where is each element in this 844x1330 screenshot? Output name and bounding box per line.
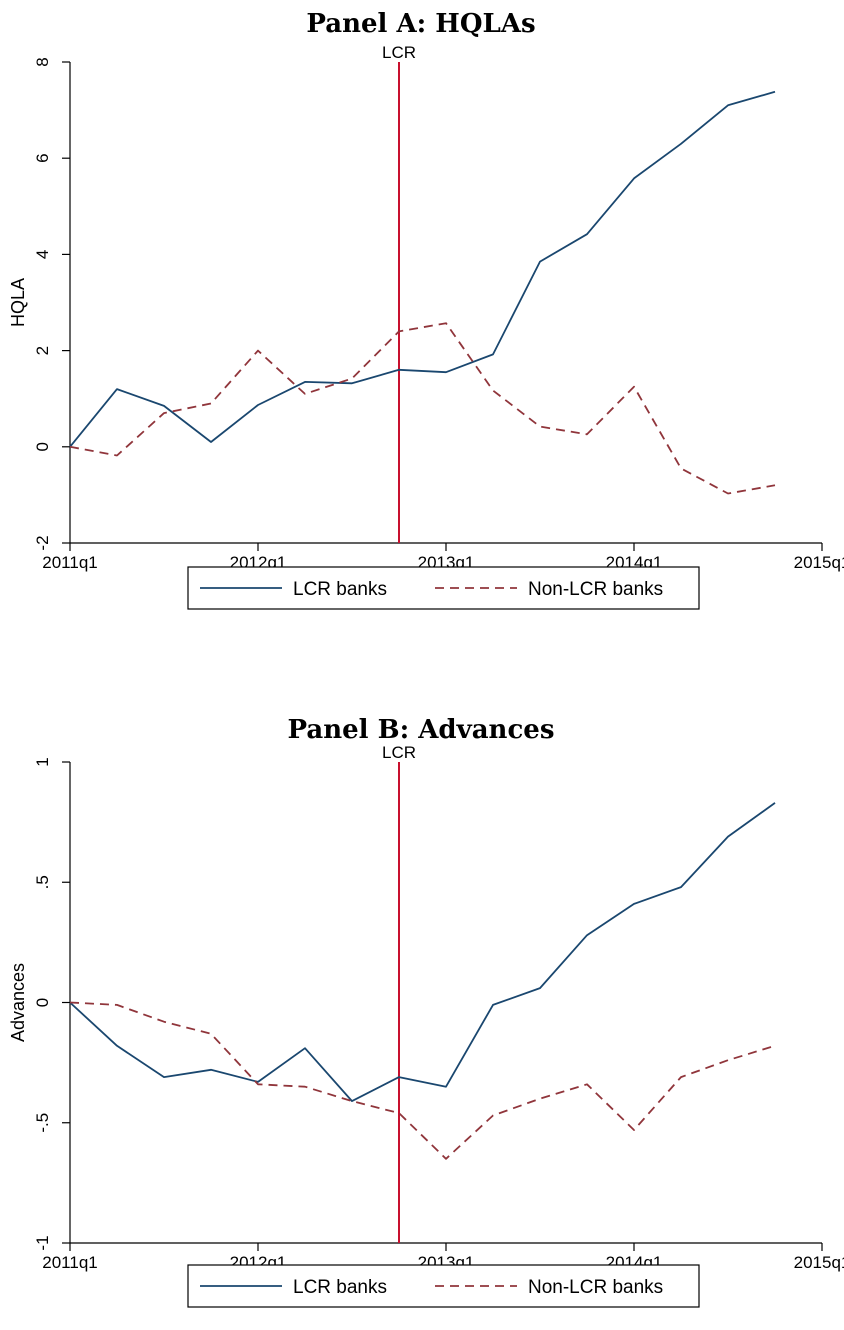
y-tick-label: 6	[33, 153, 52, 162]
legend-label-lcr-banks: LCR banks	[293, 579, 387, 600]
chart-title: Panel A: HQLAs	[306, 9, 535, 39]
series-line-lcr-banks	[69, 802, 776, 1102]
chart-title: Panel B: Advances	[288, 715, 555, 745]
series-line-non-lcr-banks	[69, 1001, 776, 1160]
y-tick-label: 1	[33, 757, 52, 766]
x-tick-label: 2015q1	[794, 1253, 844, 1272]
y-tick-label: 0	[33, 998, 52, 1007]
legend-label-non-lcr-banks: Non-LCR banks	[528, 1277, 663, 1298]
y-tick-label: .5	[33, 875, 52, 889]
lcr-event-label: LCR	[382, 743, 416, 762]
series-line-lcr-banks	[69, 90, 776, 448]
y-tick-label: -2	[33, 535, 52, 550]
legend: LCR banks Non-LCR banks	[187, 1264, 700, 1308]
y-tick-label: 0	[33, 442, 52, 451]
y-tick-label: -.5	[33, 1113, 52, 1133]
legend-label-non-lcr-banks: Non-LCR banks	[528, 579, 663, 600]
x-tick-label: 2011q1	[42, 553, 97, 572]
legend: LCR banks Non-LCR banks	[187, 566, 700, 610]
y-tick-label: 4	[33, 250, 52, 259]
x-tick-label: 2011q1	[42, 1253, 97, 1272]
legend-label-lcr-banks: LCR banks	[293, 1277, 387, 1298]
y-axis-label: Advances	[8, 963, 28, 1042]
y-tick-label: 2	[33, 346, 52, 355]
panel-b: Panel B: Advances -1 -.5 0 .5 1 Advances 2011q1…	[8, 715, 844, 1308]
x-tick-label: 2015q1	[794, 553, 844, 572]
series-line-non-lcr-banks	[69, 322, 776, 495]
y-tick-label: -1	[33, 1235, 52, 1250]
y-axis-label: HQLA	[8, 278, 28, 327]
lcr-event-label: LCR	[382, 43, 416, 62]
y-tick-label: 8	[33, 57, 52, 66]
